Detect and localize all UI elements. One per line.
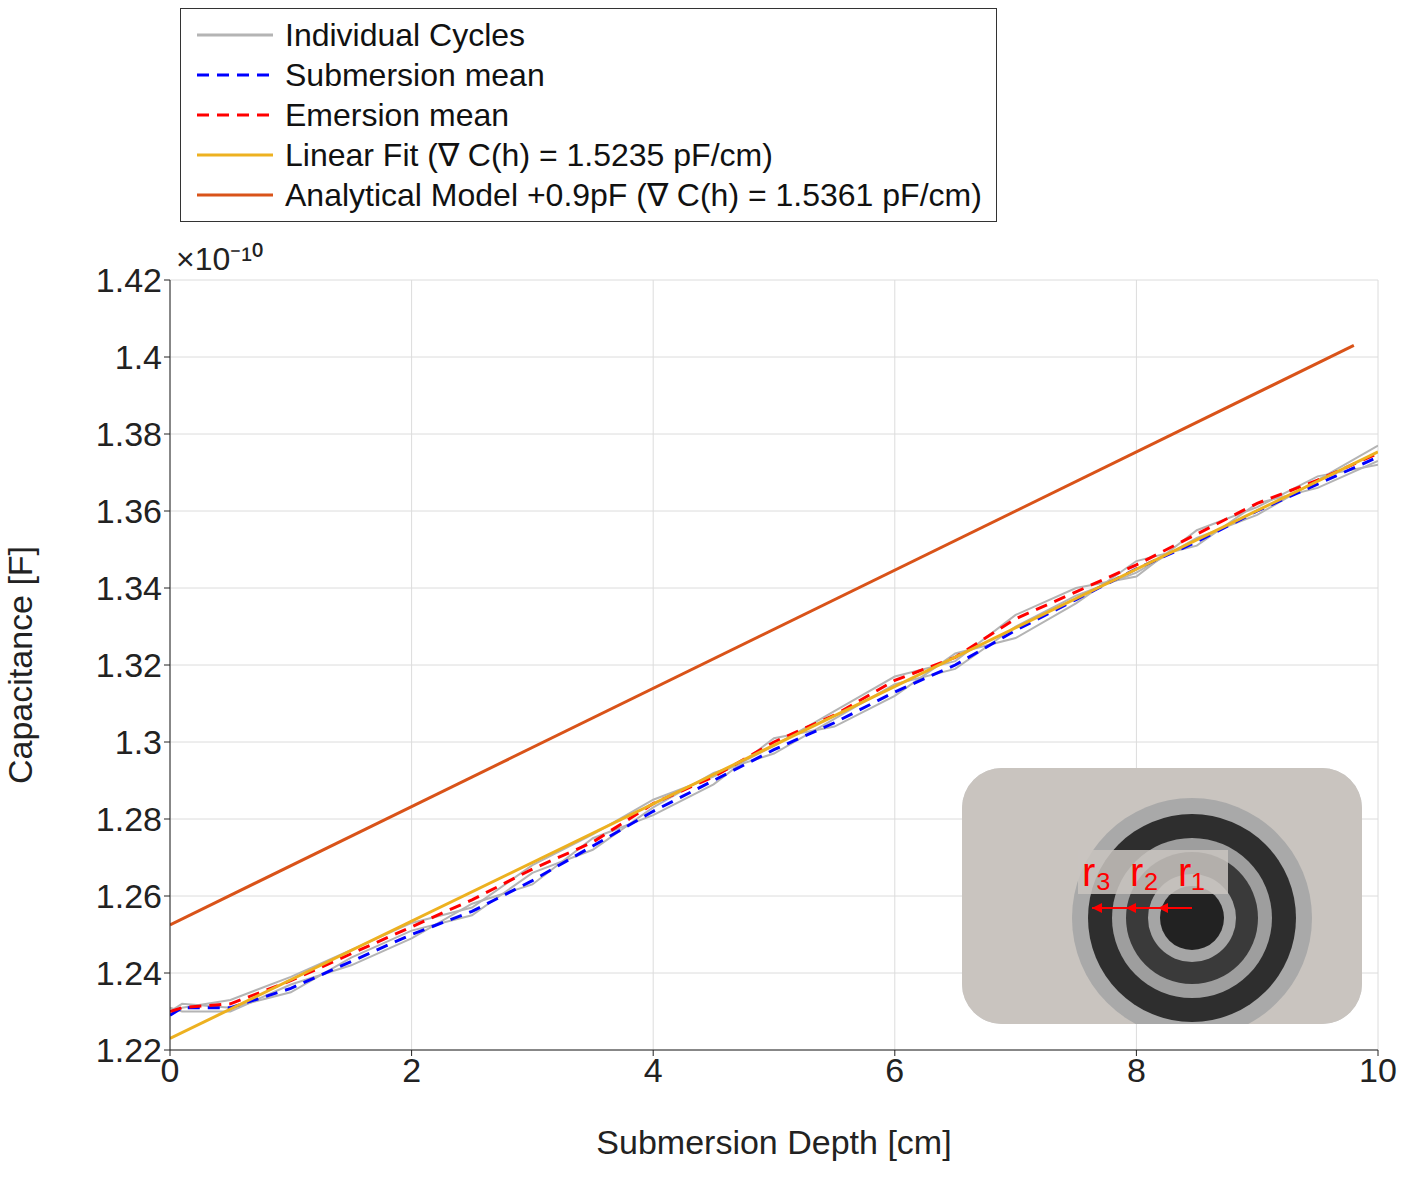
svg-text:1.24: 1.24 — [96, 954, 162, 992]
svg-text:1.3: 1.3 — [115, 723, 162, 761]
svg-text:1.22: 1.22 — [96, 1031, 162, 1069]
svg-text:1.26: 1.26 — [96, 877, 162, 915]
svg-text:1.36: 1.36 — [96, 492, 162, 530]
svg-text:1.28: 1.28 — [96, 800, 162, 838]
svg-text:r₂: r₂ — [1130, 850, 1159, 894]
html-text:Linear Fit (∇ C(h) = 1.5235 pF: Linear Fit (∇ C(h) = 1.5235 pF/cm) — [285, 137, 773, 173]
svg-text:6: 6 — [885, 1051, 904, 1089]
svg-text:10: 10 — [1359, 1051, 1397, 1089]
html-text:×10⁻¹⁰: ×10⁻¹⁰ — [176, 241, 263, 277]
svg-text:8: 8 — [1127, 1051, 1146, 1089]
svg-text:4: 4 — [644, 1051, 663, 1089]
svg-text:0: 0 — [161, 1051, 180, 1089]
svg-text:1.4: 1.4 — [115, 338, 162, 376]
svg-text:2: 2 — [402, 1051, 421, 1089]
svg-text:1.32: 1.32 — [96, 646, 162, 684]
svg-text:Submersion Depth [cm]: Submersion Depth [cm] — [596, 1123, 951, 1161]
html-text:Individual Cycles: Individual Cycles — [285, 16, 526, 53]
html-text:Emersion mean: Emersion mean — [285, 96, 510, 133]
svg-text:r₃: r₃ — [1082, 850, 1112, 894]
svg-text:1.42: 1.42 — [96, 261, 162, 299]
svg-text:Capacitance [F]: Capacitance [F] — [1, 546, 39, 784]
svg-text:r₁: r₁ — [1178, 850, 1205, 894]
html-text:Submersion mean: Submersion mean — [285, 56, 545, 93]
svg-text:1.38: 1.38 — [96, 415, 162, 453]
html-text:Analytical Model +0.9pF (∇ C(h: Analytical Model +0.9pF (∇ C(h) = 1.5361… — [285, 177, 982, 213]
svg-text:1.34: 1.34 — [96, 569, 162, 607]
